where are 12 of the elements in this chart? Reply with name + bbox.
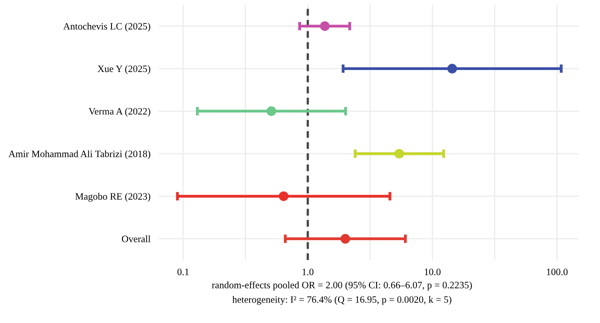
y-tick-label: Xue Y (2025) — [98, 65, 150, 74]
y-tick-label: Amir Mohammad Ali Tabrizi (2018) — [8, 150, 150, 160]
x-tick-label: 100.0 — [546, 268, 568, 276]
text: random-effects pooled OR = 2.00 (95% CI: 0.66–6.07, p = 0.2235) — [212, 281, 472, 290]
text: heterogeneity: I² = 76.4% (Q = 16.95, p = 0.0020, k = 5) — [232, 296, 452, 305]
y-tick-label: Antochevis LC (2025) — [63, 22, 150, 32]
x-tick-label: 0.1 — [177, 268, 189, 276]
x-tick-label: 10.0 — [424, 268, 441, 276]
x-tick-label: 1.0 — [302, 268, 314, 276]
y-tick-label: Magobo RE (2023) — [75, 192, 150, 202]
y-tick-label: Verma A (2022) — [88, 108, 150, 117]
y-tick-label: Overall — [122, 235, 150, 242]
